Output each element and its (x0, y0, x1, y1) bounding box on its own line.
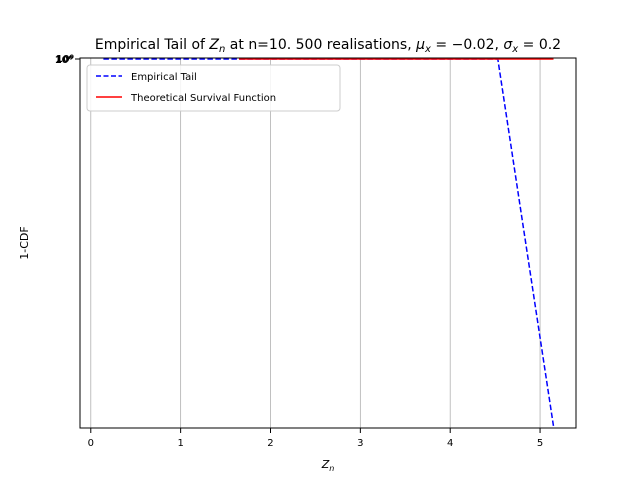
x-axis-ticks: 0 1 2 3 4 5 (88, 428, 543, 449)
x-tick-label: 1 (177, 438, 183, 449)
legend-box (86, 64, 341, 112)
x-tick-label: 0 (88, 438, 94, 449)
axes-frame (79, 57, 577, 429)
x-tick-label: 2 (267, 438, 273, 449)
x-axis-label: Zn (321, 458, 335, 473)
y-axis-label: 1-CDF (18, 226, 31, 259)
legend-label-theoretical: Theoretical Survival Function (130, 93, 276, 104)
y-tick-label: 10⁰ (55, 55, 73, 66)
y-tick-label-overlap: 10⁰ (56, 54, 74, 65)
legend: Empirical Tail Theoretical Survival Func… (86, 64, 341, 112)
x-tick-label: 3 (357, 438, 363, 449)
y-axis-ticks: 10⁰ 10⁰ (55, 54, 80, 66)
x-gridlines (90, 58, 541, 428)
x-tick-label: 4 (447, 438, 453, 449)
series-lines (103, 58, 555, 427)
x-tick-label: 5 (537, 438, 543, 449)
chart-title: Empirical Tail of Zn at n=10. 500 realis… (95, 37, 561, 55)
legend-label-empirical: Empirical Tail (131, 72, 197, 83)
